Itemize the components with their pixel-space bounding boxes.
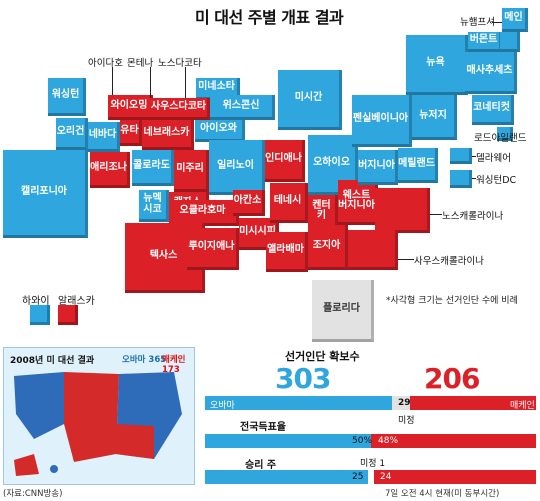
inset-alaska bbox=[14, 454, 39, 476]
inset-title: 2008년 미 대선 결과 bbox=[10, 356, 95, 366]
state-southcarolina-box bbox=[348, 230, 398, 270]
electoral-bar-obama bbox=[205, 396, 392, 410]
inset-center bbox=[64, 372, 119, 462]
inset-mccain-count: 매케인 173 bbox=[162, 355, 186, 375]
source-note: (자료:CNN방송) bbox=[3, 489, 63, 499]
state-connecticut: 코네티컷 bbox=[472, 95, 514, 125]
mccain-electoral-count: 206 bbox=[424, 362, 480, 395]
timestamp-note: 7일 오전 4시 현재(미 동부시간) bbox=[385, 489, 500, 499]
electoral-title: 선거인단 확보수 bbox=[285, 350, 360, 363]
leader-northcarolina bbox=[430, 214, 442, 215]
state-louisiana: 루이지애나 bbox=[187, 228, 239, 270]
label-southcarolina: 사우스캐롤라이나 bbox=[414, 256, 484, 267]
label-dc: 워싱턴DC bbox=[476, 175, 517, 186]
state-california: 캘리포니아 bbox=[3, 150, 88, 238]
states-bar-mccain bbox=[374, 470, 536, 484]
label-idaho: 아이다호 bbox=[88, 58, 123, 69]
label-hawaii: 하와이 bbox=[22, 296, 50, 307]
state-tennessee: 테네시 bbox=[270, 183, 308, 223]
state-iowa: 아이오와 bbox=[195, 120, 245, 142]
inset-west bbox=[14, 372, 64, 439]
label-northcarolina: 노스캐롤라이나 bbox=[442, 211, 504, 222]
state-northcarolina-box bbox=[375, 188, 430, 233]
state-wisconsin: 위스콘신 bbox=[210, 95, 275, 120]
state-maine: 메인 bbox=[502, 8, 528, 32]
state-illinois: 일리노이 bbox=[209, 140, 265, 195]
state-georgia: 조지아 bbox=[308, 225, 348, 270]
state-dc-box bbox=[450, 170, 472, 188]
obama-electoral-count: 303 bbox=[275, 362, 331, 395]
state-virginia: 버지니아 bbox=[358, 150, 398, 185]
state-alabama: 앨라배마 bbox=[266, 232, 308, 272]
electoral-undecided-label: 미정 bbox=[398, 416, 415, 426]
state-nebraska: 네브래스카 bbox=[142, 120, 194, 150]
states-won-title: 승리 주 bbox=[245, 460, 277, 471]
inset-hawaii bbox=[50, 465, 58, 473]
electoral-undecided-count: 29 bbox=[398, 398, 411, 408]
state-pennsylvania: 펜실베이니아 bbox=[352, 95, 412, 147]
state-newmexico: 뉴멕시코 bbox=[139, 190, 169, 222]
state-michigan: 미시간 bbox=[278, 70, 342, 130]
state-arizona: 애리조나 bbox=[90, 152, 130, 188]
state-massachusetts: 매사추세츠 bbox=[465, 52, 517, 94]
electoral-mccain-label: 매케인 bbox=[510, 401, 535, 411]
size-note: *사각형 크기는 선거인단 수에 비례 bbox=[386, 296, 518, 306]
leader-newhampshire bbox=[492, 22, 502, 23]
label-newhampshire: 뉴햄프셔 bbox=[460, 17, 495, 28]
leader-idaho bbox=[112, 67, 113, 95]
legend-hawaii-swatch bbox=[30, 305, 50, 325]
label-montana: 몬테나 bbox=[127, 58, 154, 69]
label-northdakota: 노스다코타 bbox=[158, 58, 202, 69]
state-missouri: 미주리 bbox=[174, 150, 209, 192]
label-alaska: 알래스카 bbox=[58, 296, 95, 307]
state-westvirginia: 웨스트 버지니아 bbox=[338, 180, 378, 225]
leader-montana bbox=[150, 67, 151, 98]
state-rhodeisland-box bbox=[497, 127, 513, 141]
state-oregon: 오리건 bbox=[56, 118, 88, 150]
state-newyork: 뉴욕 bbox=[406, 35, 468, 95]
popular-mccain-pct: 48% bbox=[378, 436, 399, 446]
states-bar-obama bbox=[205, 470, 368, 484]
inset-us-map bbox=[14, 372, 182, 476]
state-newjersey: 뉴저지 bbox=[412, 95, 457, 140]
inset-obama-count: 오바마 365 bbox=[122, 355, 167, 365]
popular-bar-obama bbox=[205, 434, 371, 448]
state-vermont: 버몬트 bbox=[468, 32, 502, 52]
electoral-bar-mccain bbox=[410, 396, 536, 410]
label-delaware: 델라웨어 bbox=[476, 153, 511, 164]
state-wyoming: 와이오밍 bbox=[108, 95, 153, 120]
state-arkansas: 아칸소 bbox=[233, 190, 265, 216]
state-maryland: 메릴랜드 bbox=[398, 148, 438, 183]
state-florida: 플로리다 bbox=[312, 280, 374, 342]
state-nevada: 네바다 bbox=[88, 122, 120, 152]
map-title: 미 대선 주별 개표 결과 bbox=[195, 8, 344, 27]
states-obama-count: 25 bbox=[352, 472, 364, 482]
states-undecided-label: 미정 1 bbox=[360, 459, 386, 469]
leader-northdakota bbox=[185, 67, 186, 98]
legend-alaska-swatch bbox=[58, 305, 78, 325]
leader-dc bbox=[472, 178, 476, 179]
states-mccain-count: 24 bbox=[380, 472, 392, 482]
label-rhodeisland: 로드아일랜드 bbox=[474, 133, 527, 144]
state-washington: 워싱턴 bbox=[48, 78, 86, 116]
leader-delaware bbox=[472, 156, 476, 157]
state-colorado: 콜로라도 bbox=[132, 150, 174, 186]
state-indiana: 인디애나 bbox=[265, 140, 305, 182]
electoral-obama-label: 오바마 bbox=[210, 401, 235, 411]
state-newhampshire-box bbox=[500, 32, 520, 52]
electoral-bar-undecided bbox=[392, 396, 410, 410]
state-southdakota: 사우스다코타 bbox=[150, 98, 210, 120]
inset-map-panel: 2008년 미 대선 결과 오바마 365 매케인 173 bbox=[3, 347, 195, 485]
popular-bar-mccain bbox=[371, 434, 536, 448]
leader-southcarolina bbox=[398, 259, 414, 260]
popular-obama-pct: 50% bbox=[352, 436, 373, 446]
state-utah: 유타 bbox=[120, 120, 142, 146]
inset-southeast bbox=[116, 424, 154, 459]
state-delaware-box bbox=[450, 148, 472, 164]
popular-vote-title: 전국득표율 bbox=[240, 422, 286, 433]
